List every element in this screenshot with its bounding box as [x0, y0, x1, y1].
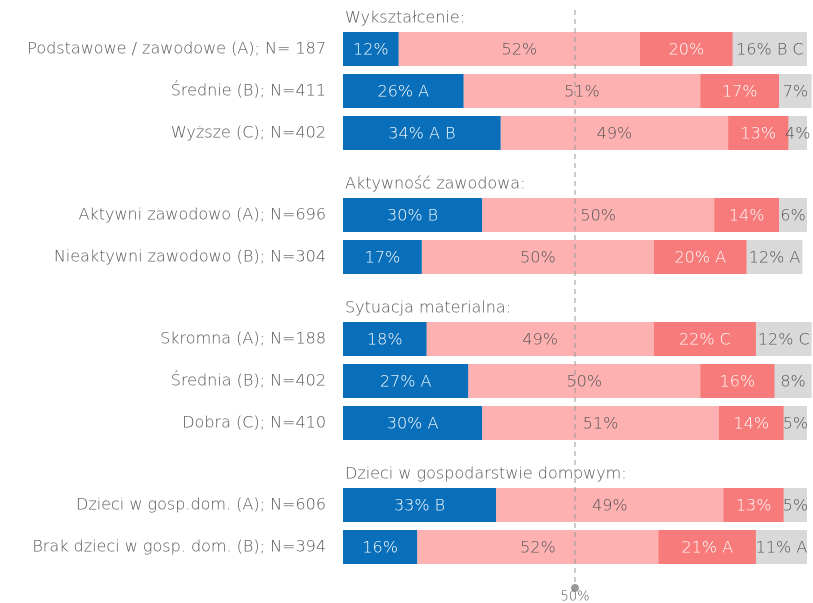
category-label: Podstawowe / zawodowe (A); N= 187	[27, 39, 326, 58]
category-label: Aktywni zawodowo (A); N=696	[78, 205, 326, 224]
value-label: 51%	[583, 414, 619, 433]
value-label: 52%	[502, 40, 538, 59]
bar-segment	[700, 364, 775, 398]
bar-segment	[746, 240, 803, 274]
value-label: 34% A B	[388, 124, 455, 143]
value-label: 12% C	[758, 330, 810, 349]
bar-segment	[714, 198, 780, 232]
group-title: Aktywność zawodowa:	[345, 174, 526, 193]
group-title: Dzieci w gospodarstwie domowym:	[345, 464, 627, 483]
value-label: 5%	[783, 414, 808, 433]
bar-segment	[343, 198, 483, 232]
bar-segment	[639, 32, 733, 66]
bar-segment	[755, 530, 807, 564]
value-label: 16%	[720, 372, 756, 391]
bar-segment	[788, 116, 807, 150]
value-label: 4%	[785, 124, 810, 143]
bar-segment	[417, 530, 659, 564]
value-label: 27% A	[380, 372, 432, 391]
category-label: Nieaktywni zawodowo (B); N=304	[54, 247, 326, 266]
bar-segment	[779, 74, 812, 108]
group-title: Wykształcenie:	[345, 8, 465, 27]
value-label: 13%	[736, 496, 772, 515]
value-label: 26% A	[378, 82, 430, 101]
value-label: 22% C	[679, 330, 731, 349]
value-label: 50%	[580, 206, 616, 225]
bar-segment	[718, 406, 784, 440]
bar-segment	[343, 406, 483, 440]
value-label: 11% A	[756, 538, 808, 557]
bar-segment	[468, 364, 701, 398]
value-label: 49%	[597, 124, 633, 143]
value-label: 20%	[669, 40, 705, 59]
bar-segment	[653, 240, 747, 274]
bar-segment	[728, 116, 789, 150]
value-label: 50%	[520, 248, 556, 267]
bar-segment	[398, 32, 640, 66]
value-label: 7%	[783, 82, 808, 101]
value-label: 30% B	[387, 206, 438, 225]
value-label: 5%	[783, 496, 808, 515]
value-label: 49%	[522, 330, 558, 349]
category-label: Dobra (C); N=410	[182, 413, 326, 432]
bar-segment	[732, 32, 807, 66]
value-label: 20% A	[674, 248, 726, 267]
value-label: 21% A	[681, 538, 733, 557]
value-label: 8%	[780, 372, 805, 391]
value-label: 16% B C	[736, 40, 803, 59]
group-title: Sytuacja materialna:	[345, 298, 511, 317]
bar-segment	[653, 322, 756, 356]
category-label: Dzieci w gosp.dom. (A); N=606	[76, 495, 326, 514]
reference-label: 50%	[561, 590, 590, 603]
bar-segment	[500, 116, 729, 150]
value-label: 16%	[362, 538, 398, 557]
bar-segment	[343, 488, 497, 522]
category-label: Wyższe (C); N=402	[171, 123, 326, 142]
bar-segment	[482, 406, 719, 440]
bar-segment	[658, 530, 756, 564]
value-label: 13%	[740, 124, 776, 143]
bar-segment	[343, 530, 418, 564]
bar-segment	[700, 74, 780, 108]
bar-segment	[755, 322, 812, 356]
value-label: 49%	[592, 496, 628, 515]
value-label: 52%	[520, 538, 556, 557]
value-label: 12% A	[749, 248, 801, 267]
reference-dot	[571, 584, 579, 592]
value-label: 33% B	[394, 496, 445, 515]
bar-segment	[343, 74, 464, 108]
category-label: Skromna (A); N=188	[160, 329, 326, 348]
bar-segment	[783, 488, 807, 522]
value-label: 18%	[367, 330, 403, 349]
bar-segment	[496, 488, 724, 522]
bar-segment	[343, 240, 422, 274]
bar-segment	[426, 322, 654, 356]
bar-segment	[343, 322, 427, 356]
value-label: 51%	[564, 82, 600, 101]
bar-segment	[774, 364, 812, 398]
category-label: Średnie (B); N=411	[171, 81, 326, 100]
bar-segment	[779, 198, 807, 232]
category-label: Średnia (B); N=402	[171, 371, 326, 390]
bar-segment	[343, 32, 399, 66]
value-label: 12%	[353, 40, 389, 59]
bar-segment	[482, 198, 715, 232]
value-label: 14%	[734, 414, 770, 433]
bar-segment	[343, 116, 501, 150]
value-label: 30% A	[387, 414, 439, 433]
value-label: 6%	[780, 206, 805, 225]
category-label: Brak dzieci w gosp. dom. (B); N=394	[32, 537, 326, 556]
bar-segment	[463, 74, 701, 108]
value-label: 17%	[365, 248, 401, 267]
bar-segment	[723, 488, 784, 522]
value-label: 17%	[722, 82, 758, 101]
value-label: 14%	[729, 206, 765, 225]
bar-segment	[343, 364, 469, 398]
value-label: 50%	[566, 372, 602, 391]
bar-segment	[421, 240, 654, 274]
bar-segment	[783, 406, 807, 440]
